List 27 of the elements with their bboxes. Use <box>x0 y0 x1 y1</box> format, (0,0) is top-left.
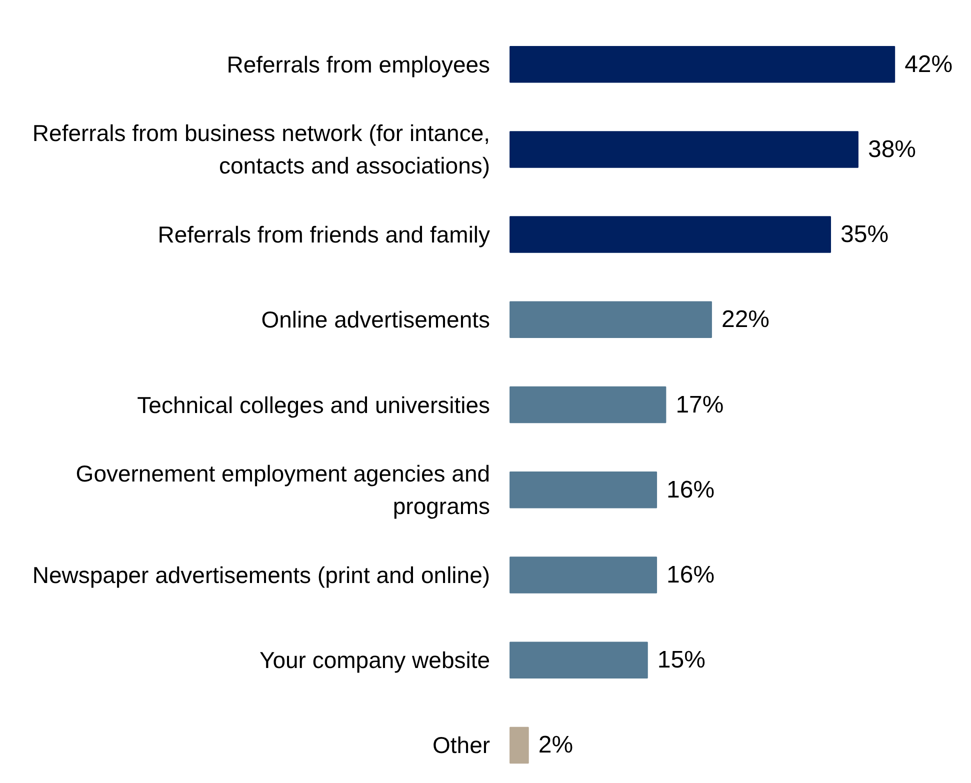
data-label: 15% <box>657 646 706 674</box>
data-label: 35% <box>840 221 889 248</box>
y-tick-label: Technical colleges and universities <box>137 392 490 418</box>
y-tick-label: Referrals from friends and family <box>158 222 491 248</box>
data-label: 38% <box>868 136 916 163</box>
data-label: 2% <box>538 732 574 759</box>
bar <box>510 46 896 83</box>
bar <box>510 131 858 168</box>
y-tick-label: Governement employment agencies and programs <box>76 460 490 520</box>
bar <box>510 301 712 338</box>
data-label: 42% <box>904 50 953 78</box>
bar <box>510 386 666 424</box>
data-label: 16% <box>666 561 715 588</box>
data-label: 17% <box>676 391 724 418</box>
data-label: 16% <box>666 476 715 504</box>
bar <box>510 556 658 594</box>
y-tick-label: Other <box>432 732 490 758</box>
y-tick-label: Referrals from employees <box>226 51 490 78</box>
data-label: 22% <box>721 306 770 334</box>
bar <box>510 726 529 764</box>
bar <box>510 472 658 508</box>
bar <box>510 642 648 678</box>
y-tick-label: Your company website <box>259 647 490 674</box>
y-tick-label: Newspaper advertisements (print and online) <box>32 562 490 588</box>
y-tick-label: Online advertisements <box>261 306 490 333</box>
y-tick-label: Referrals from business network (for intance, contacts and associations) <box>32 120 490 179</box>
bar <box>510 216 831 253</box>
